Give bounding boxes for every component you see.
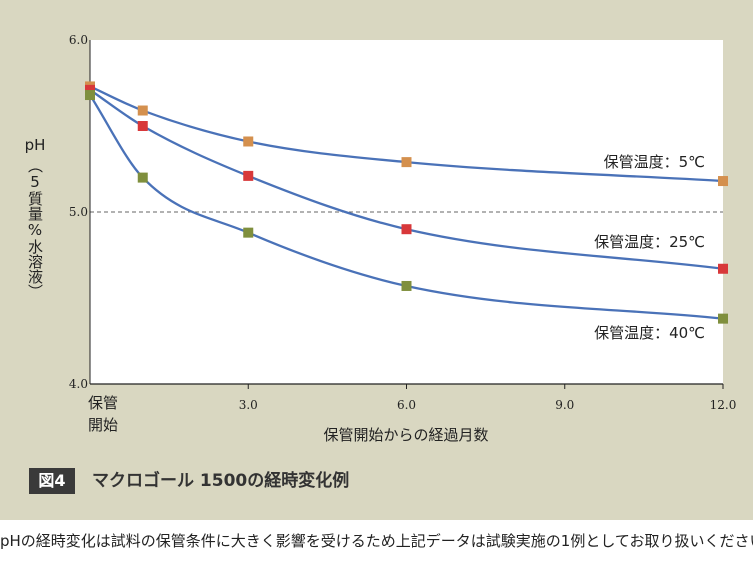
series-label: 保管温度：40℃ [594,324,705,342]
x-start-label-line2: 開始 [88,416,118,434]
series-line [89,94,724,320]
data-point-marker [85,90,95,101]
y-axis-title-unit: （5質量%水溶液） [26,158,44,299]
y-tick-label: 4.0 [69,377,88,391]
ph-line-chart: 3.0 6.0 9.0 12.0 4.0 5.0 6.0 保管温度：5℃ 保管温度：25℃ 保… [25,33,737,444]
figure-title: マクロゴール 1500の経時変化例 [92,471,350,491]
data-point-marker [243,170,254,181]
data-point-marker [401,280,412,291]
figure-label-badge: 図4 [29,468,75,494]
x-tick-label: 9.0 [555,398,574,412]
y-tick-label: 5.0 [69,205,88,219]
data-point-marker [137,172,148,183]
x-axis-title: 保管開始からの経過月数 [323,426,488,444]
data-point-marker [137,105,148,116]
series-label: 保管温度：5℃ [604,153,705,171]
x-tick-label: 6.0 [397,398,416,412]
y-tick-label: 6.0 [69,33,88,47]
data-point-marker [243,136,254,147]
footnote: pHの経時変化は試料の保管条件に大きく影響を受けるため上記データは試験実施の1例… [0,532,753,550]
data-point-marker [718,176,728,187]
data-point-marker [718,263,728,274]
data-point-marker [137,121,148,131]
data-point-marker [85,84,95,95]
data-point-marker [401,224,412,235]
x-tick-label: 3.0 [239,398,258,412]
data-point-marker [718,313,728,324]
data-point-marker [401,157,412,168]
series-label: 保管温度：25℃ [594,233,705,251]
data-point-marker [243,227,254,238]
y-axis-title: pH [25,136,46,154]
x-start-label-line1: 保管 [88,394,118,412]
x-tick-label: 12.0 [710,398,737,412]
